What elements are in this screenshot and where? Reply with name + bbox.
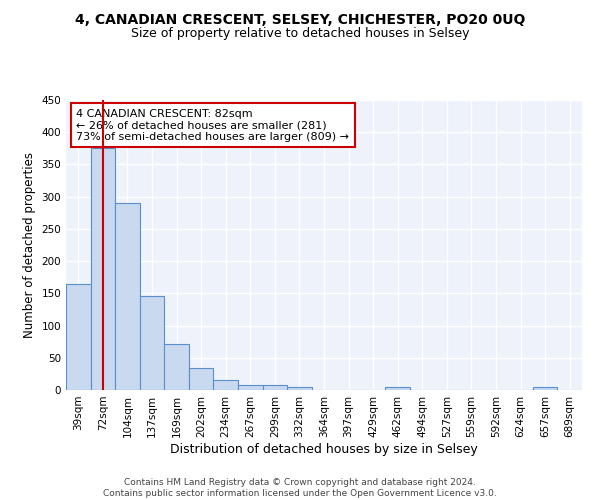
Bar <box>91 148 115 390</box>
Bar <box>140 296 164 390</box>
Bar <box>164 344 189 390</box>
Bar <box>189 368 214 390</box>
Y-axis label: Number of detached properties: Number of detached properties <box>23 152 36 338</box>
Bar <box>287 388 312 390</box>
Text: 4, CANADIAN CRESCENT, SELSEY, CHICHESTER, PO20 0UQ: 4, CANADIAN CRESCENT, SELSEY, CHICHESTER… <box>75 12 525 26</box>
Bar <box>115 203 140 390</box>
Text: Contains HM Land Registry data © Crown copyright and database right 2024.
Contai: Contains HM Land Registry data © Crown c… <box>103 478 497 498</box>
Bar <box>263 386 287 390</box>
Bar <box>385 388 410 390</box>
Bar <box>238 386 263 390</box>
X-axis label: Distribution of detached houses by size in Selsey: Distribution of detached houses by size … <box>170 442 478 456</box>
Text: Size of property relative to detached houses in Selsey: Size of property relative to detached ho… <box>131 28 469 40</box>
Bar <box>66 284 91 390</box>
Text: 4 CANADIAN CRESCENT: 82sqm
← 26% of detached houses are smaller (281)
73% of sem: 4 CANADIAN CRESCENT: 82sqm ← 26% of deta… <box>76 108 349 142</box>
Bar <box>214 380 238 390</box>
Bar <box>533 388 557 390</box>
